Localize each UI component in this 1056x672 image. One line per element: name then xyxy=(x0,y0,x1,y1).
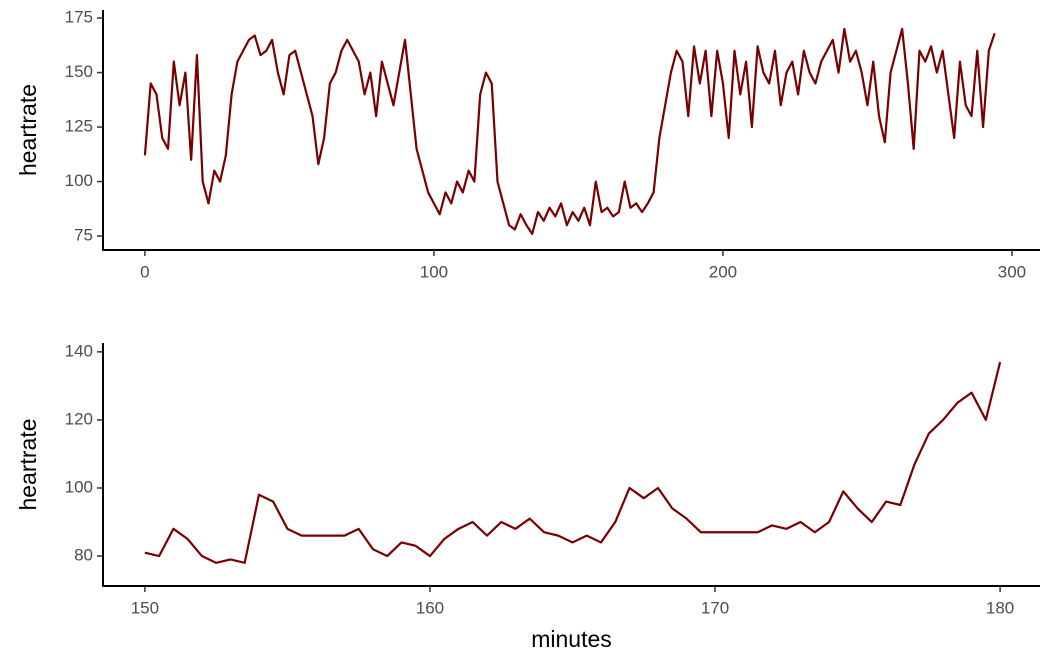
y-tick-label: 100 xyxy=(65,477,93,496)
y-tick-label: 75 xyxy=(74,226,93,245)
y-tick-label: 120 xyxy=(65,409,93,428)
y-axis-title: heartrate xyxy=(15,84,41,176)
x-tick-label: 160 xyxy=(416,598,444,617)
data-line xyxy=(144,361,1002,564)
x-tick-label: 300 xyxy=(998,262,1026,281)
x-tick-label: 200 xyxy=(709,262,737,281)
y-tick-label: 150 xyxy=(65,62,93,81)
y-axis-title: heartrate xyxy=(15,418,41,510)
x-tick-label: 180 xyxy=(986,598,1014,617)
y-tick-label: 100 xyxy=(65,171,93,190)
x-axis-title: minutes xyxy=(531,626,612,652)
x-tick-label: 100 xyxy=(420,262,448,281)
y-tick-label: 175 xyxy=(65,8,93,27)
x-tick-label: 170 xyxy=(701,598,729,617)
y-tick-label: 80 xyxy=(74,546,93,565)
x-tick-label: 0 xyxy=(140,262,149,281)
data-line xyxy=(143,27,996,235)
x-tick-label: 150 xyxy=(131,598,159,617)
y-tick-label: 125 xyxy=(65,117,93,136)
y-tick-label: 140 xyxy=(65,341,93,360)
